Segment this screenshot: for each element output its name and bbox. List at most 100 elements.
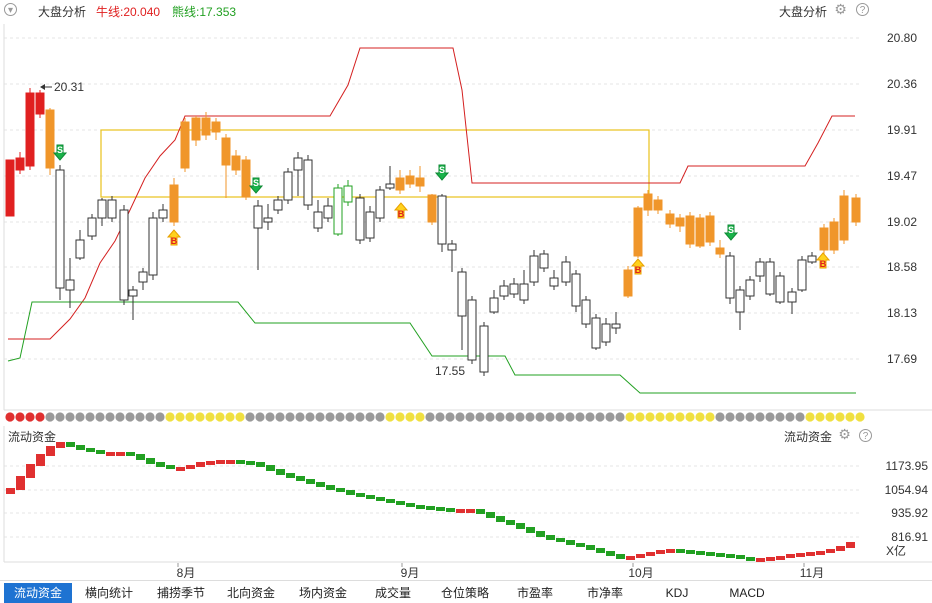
fund-bar <box>206 461 215 465</box>
fund-bar <box>756 558 765 562</box>
candle-body <box>303 159 313 206</box>
tab-pb-ratio[interactable]: 市净率 <box>586 586 623 600</box>
candle-body <box>725 255 735 299</box>
candle-body <box>148 217 158 276</box>
candle-body <box>343 185 353 203</box>
signal-dot <box>255 412 265 422</box>
fund-bar <box>366 495 375 499</box>
gear-icon[interactable]: ⚙ <box>838 426 851 442</box>
candle-body <box>313 211 323 229</box>
fund-bar <box>486 512 495 518</box>
candle-body <box>385 183 395 189</box>
signal-dot <box>575 412 585 422</box>
signal-dot <box>565 412 575 422</box>
fund-bar <box>376 497 385 501</box>
fund-bar <box>26 464 35 478</box>
candle-body <box>755 261 765 277</box>
tab-fishing-season[interactable]: 捕捞季节 <box>156 586 205 600</box>
signal-dot <box>525 412 535 422</box>
signal-dot <box>85 412 95 422</box>
signal-dot <box>715 412 725 422</box>
candle-body <box>128 289 138 297</box>
candle-body <box>35 92 45 115</box>
fund-bar <box>136 454 145 460</box>
candle-body <box>611 323 621 329</box>
candle-body <box>539 253 549 269</box>
fund-bar <box>796 553 805 557</box>
fund-bar <box>76 445 85 450</box>
fund-bar <box>196 462 205 467</box>
fund-bar <box>286 473 295 478</box>
tab-volume[interactable]: 成交量 <box>374 586 411 600</box>
signal-dot <box>75 412 85 422</box>
fund-y-tick-label: 1173.95 <box>886 459 929 473</box>
fund-bar <box>346 490 355 495</box>
signal-dot <box>415 412 425 422</box>
fund-bar <box>306 479 315 484</box>
fund-bar <box>536 531 545 537</box>
buy-arrow <box>815 252 831 269</box>
candle-body <box>665 213 675 225</box>
candle-body <box>705 215 715 243</box>
help-icon[interactable]: ? <box>859 429 872 442</box>
fund-y-tick-label: 816.91 <box>891 530 928 544</box>
fund-bar <box>596 548 605 553</box>
help-icon[interactable]: ? <box>856 3 869 16</box>
signal-dot <box>495 412 505 422</box>
candle-body <box>65 279 75 291</box>
signal-dot <box>515 412 525 422</box>
signal-dot <box>95 412 105 422</box>
tab-kdj[interactable]: KDJ <box>665 586 689 600</box>
signal-dot <box>445 412 455 422</box>
fund-panel-title-right: 流动资金 <box>784 430 833 444</box>
y-tick-label: 18.13 <box>887 306 917 320</box>
signal-dot <box>815 412 825 422</box>
candle-body <box>405 175 415 185</box>
fund-bar <box>576 543 585 547</box>
signal-dot <box>835 412 845 422</box>
signal-dot <box>185 412 195 422</box>
signal-dot <box>175 412 185 422</box>
fund-bar <box>176 467 185 471</box>
fund-bar <box>116 452 125 456</box>
signal-dot <box>695 412 705 422</box>
fund-bar <box>406 503 415 507</box>
signal-dot <box>125 412 135 422</box>
signal-dot <box>15 412 25 422</box>
candle-body <box>119 209 129 301</box>
tab-pe-ratio[interactable]: 市盈率 <box>516 586 553 600</box>
signal-dot <box>265 412 275 422</box>
fund-bar <box>66 442 75 447</box>
candle-body <box>365 211 375 239</box>
candle-body <box>519 283 529 301</box>
fund-bar <box>436 507 445 511</box>
fund-bar <box>676 549 685 553</box>
signal-dot <box>805 412 815 422</box>
tab-northbound[interactable]: 北向资金 <box>226 586 275 600</box>
chevron-down-icon[interactable]: ▾ <box>4 3 17 16</box>
candle-body <box>97 199 107 219</box>
candle-body <box>293 157 303 171</box>
fund-bar <box>456 509 465 513</box>
tab-position-strategy[interactable]: 仓位策略 <box>440 586 489 600</box>
fund-bar <box>786 554 795 558</box>
candle-body <box>571 273 581 307</box>
fund-bar <box>496 516 505 522</box>
candle-body <box>499 285 509 297</box>
tab-macd[interactable]: MACD <box>729 586 765 600</box>
tab-liquidity[interactable]: 流动资金 <box>4 583 72 603</box>
candle-body <box>653 199 663 211</box>
gear-icon[interactable]: ⚙ <box>834 1 847 17</box>
indicator-tabs: 流动资金 横向统计 捕捞季节 北向资金 场内资金 成交量 仓位策略 市盈率 市净… <box>0 580 932 603</box>
candle-body <box>715 247 725 255</box>
candle-body <box>427 194 437 223</box>
sell-arrow <box>434 164 450 181</box>
fund-bar <box>16 476 25 490</box>
tab-horizontal-stats[interactable]: 横向统计 <box>84 586 133 600</box>
fund-bar <box>36 454 45 466</box>
candle-body <box>25 92 35 167</box>
sell-marker: S <box>439 165 445 175</box>
tab-onfloor-funds[interactable]: 场内资金 <box>298 586 347 600</box>
candle-body <box>601 323 611 343</box>
panel-title: 大盘分析 <box>38 5 87 19</box>
